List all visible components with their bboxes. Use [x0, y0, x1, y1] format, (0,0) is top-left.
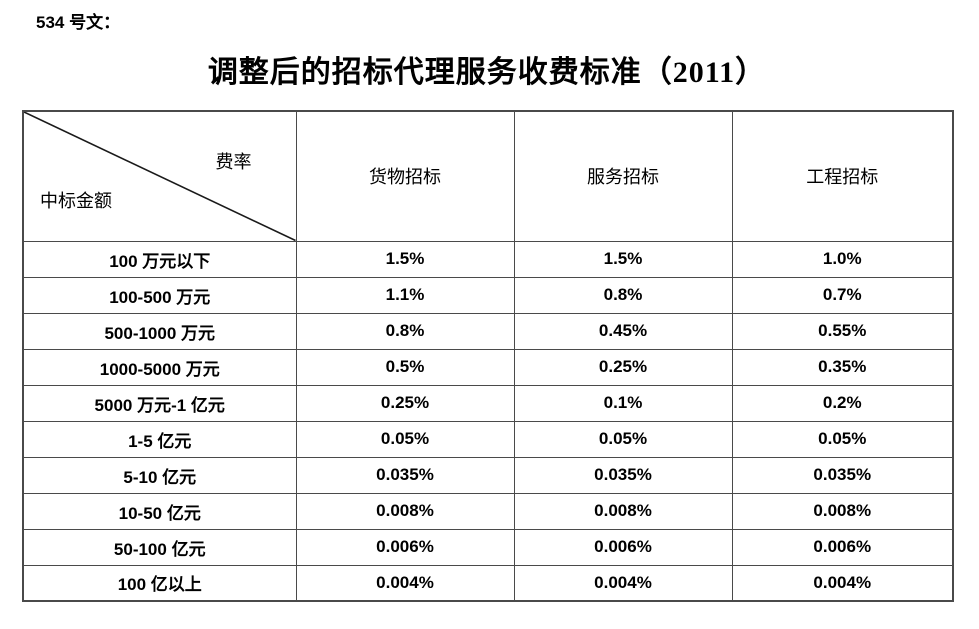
page-title: 调整后的招标代理服务收费标准（2011）: [207, 56, 767, 89]
row-label-amount-range: 5-10 亿元: [22, 456, 297, 494]
row-label-amount-range: 1000-5000 万元: [22, 348, 297, 386]
table-body: 100 万元以下 1.5% 1.5% 1.0% 100-500 万元 1.1% 0.8% 0.…: [22, 240, 954, 602]
rate-cell: 0.035%: [731, 456, 954, 494]
rate-cell: 0.5%: [295, 348, 515, 386]
corner-header-cell: 费率 中标金额: [22, 110, 297, 242]
diagonal-line: [24, 112, 296, 241]
fee-table: 费率 中标金额 货物招标 服务招标 工程招标 100 万元以下 1.5% 1.5% 1…: [22, 110, 954, 602]
rate-cell: 0.55%: [731, 312, 954, 350]
rate-cell: 0.006%: [295, 528, 515, 566]
row-label-amount-range: 1-5 亿元: [22, 420, 297, 458]
rate-cell: 0.25%: [513, 348, 733, 386]
row-label-amount-range: 10-50 亿元: [22, 492, 297, 530]
rate-cell: 0.035%: [513, 456, 733, 494]
row-label-amount-range: 5000 万元-1 亿元: [22, 384, 297, 422]
row-label-amount-range: 500-1000 万元: [22, 312, 297, 350]
row-label-amount-range: 100 亿以上: [22, 564, 297, 602]
rate-cell: 0.035%: [295, 456, 515, 494]
rate-cell: 0.2%: [731, 384, 954, 422]
rate-cell: 0.05%: [513, 420, 733, 458]
rate-cell: 0.8%: [513, 276, 733, 314]
row-label-amount-range: 50-100 亿元: [22, 528, 297, 566]
column-header-goods: 货物招标: [295, 110, 515, 242]
corner-label-rate: 费率: [215, 152, 252, 172]
table-row: 50-100 亿元 0.006% 0.006% 0.006%: [22, 528, 954, 566]
rate-cell: 0.004%: [295, 564, 515, 602]
row-label-amount-range: 100-500 万元: [22, 276, 297, 314]
rate-cell: 0.008%: [731, 492, 954, 530]
rate-cell: 0.006%: [731, 528, 954, 566]
corner-label-amount: 中标金额: [40, 190, 112, 211]
rate-cell: 0.008%: [513, 492, 733, 530]
table-row: 5-10 亿元 0.035% 0.035% 0.035%: [22, 456, 954, 494]
rate-cell: 1.5%: [513, 240, 733, 278]
table-row: 1-5 亿元 0.05% 0.05% 0.05%: [22, 420, 954, 458]
rate-cell: 0.05%: [731, 420, 954, 458]
row-label-amount-range: 100 万元以下: [22, 240, 297, 278]
table-row: 100 万元以下 1.5% 1.5% 1.0%: [22, 240, 954, 278]
rate-cell: 0.45%: [513, 312, 733, 350]
table-row: 100 亿以上 0.004% 0.004% 0.004%: [22, 564, 954, 602]
column-header-services: 服务招标: [513, 110, 733, 242]
rate-cell: 1.1%: [295, 276, 515, 314]
rate-cell: 1.0%: [731, 240, 954, 278]
table-row: 5000 万元-1 亿元 0.25% 0.1% 0.2%: [22, 384, 954, 422]
rate-cell: 0.1%: [513, 384, 733, 422]
rate-cell: 0.05%: [295, 420, 515, 458]
rate-cell: 0.7%: [731, 276, 954, 314]
header-row: 费率 中标金额 货物招标 服务招标 工程招标: [22, 110, 954, 242]
rate-cell: 1.5%: [295, 240, 515, 278]
rate-cell: 0.35%: [731, 348, 954, 386]
rate-cell: 0.008%: [295, 492, 515, 530]
rate-cell: 0.004%: [513, 564, 733, 602]
table-row: 500-1000 万元 0.8% 0.45% 0.55%: [22, 312, 954, 350]
rate-cell: 0.25%: [295, 384, 515, 422]
doc-number-label: 534 号文：: [36, 13, 121, 32]
table-header: 费率 中标金额 货物招标 服务招标 工程招标: [22, 110, 954, 242]
rate-cell: 0.8%: [295, 312, 515, 350]
table-row: 100-500 万元 1.1% 0.8% 0.7%: [22, 276, 954, 314]
table-row: 10-50 亿元 0.008% 0.008% 0.008%: [22, 492, 954, 530]
column-header-engineering: 工程招标: [731, 110, 954, 242]
table-row: 1000-5000 万元 0.5% 0.25% 0.35%: [22, 348, 954, 386]
rate-cell: 0.006%: [513, 528, 733, 566]
rate-cell: 0.004%: [731, 564, 954, 602]
